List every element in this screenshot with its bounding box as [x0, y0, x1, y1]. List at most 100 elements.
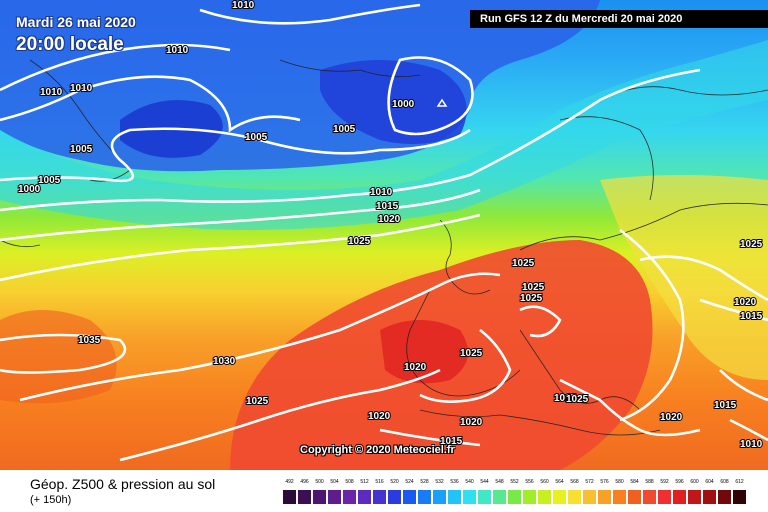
legend-swatch: [328, 490, 341, 504]
legend-cell: 608: [718, 478, 731, 504]
legend-cell: 612: [733, 478, 746, 504]
legend-swatch: [448, 490, 461, 504]
isobar-label: 1020: [378, 214, 401, 225]
isobar-label: 1010: [40, 87, 63, 98]
legend-cell: 516: [373, 478, 386, 504]
legend-label: 544: [480, 479, 489, 485]
legend-label: 576: [600, 479, 609, 485]
legend-swatch: [583, 490, 596, 504]
legend-swatch: [568, 490, 581, 504]
weather-map: 1010 1010 1010 1010 1005 1000 1005 1005 …: [0, 0, 768, 470]
legend-swatch: [628, 490, 641, 504]
run-info: Run GFS 12 Z du Mercredi 20 mai 2020: [470, 10, 768, 28]
isobar-label: 1035: [78, 335, 101, 346]
isobar-label: 1025: [512, 258, 535, 269]
isobar-label: 1025: [460, 348, 483, 359]
legend-swatch: [478, 490, 491, 504]
legend-cell: 600: [688, 478, 701, 504]
legend-swatch: [688, 490, 701, 504]
legend-swatch: [673, 490, 686, 504]
isobar-labels: 1010 1010 1010 1010 1005 1000 1005 1005 …: [17, 0, 764, 451]
legend-swatch: [418, 490, 431, 504]
legend-cell: 580: [613, 478, 626, 504]
legend-label: 548: [495, 479, 504, 485]
legend-cell: 564: [553, 478, 566, 504]
isobar-label: 1010: [70, 83, 93, 94]
legend-swatch: [658, 490, 671, 504]
isobar-label: 1025: [246, 396, 269, 407]
isobar-label: 1020: [660, 412, 683, 423]
isobar-label: 1010: [740, 439, 763, 450]
legend-label: 572: [585, 479, 594, 485]
isobar-label: 1020: [404, 362, 427, 373]
legend-cell: 496: [298, 478, 311, 504]
legend-cell: 568: [568, 478, 581, 504]
legend-label: 592: [660, 479, 669, 485]
legend-cell: 492: [283, 478, 296, 504]
legend-swatch: [463, 490, 476, 504]
legend-label: 556: [525, 479, 534, 485]
isobar-label: 1005: [245, 132, 268, 143]
legend-swatch: [643, 490, 656, 504]
legend-cell: 536: [448, 478, 461, 504]
legend-swatch: [538, 490, 551, 504]
legend-cell: 588: [643, 478, 656, 504]
valid-time: 20:00 locale: [16, 34, 124, 55]
valid-date: Mardi 26 mai 2020: [16, 14, 136, 30]
isobar-label: 1000: [18, 184, 41, 195]
legend-label: 532: [435, 479, 444, 485]
isobar-label: 1015: [376, 201, 399, 212]
coastlines: [0, 59, 768, 436]
copyright: Copyright © 2020 Meteociel.fr: [300, 444, 455, 456]
legend-cell: 596: [673, 478, 686, 504]
legend-label: 496: [300, 479, 309, 485]
legend-label: 504: [330, 479, 339, 485]
lead-time: (+ 150h): [30, 494, 72, 506]
legend-cell: 504: [328, 478, 341, 504]
dark-red-core: [380, 320, 468, 384]
isobar-label: 1015: [740, 311, 763, 322]
legend-cell: 592: [658, 478, 671, 504]
legend-swatch: [523, 490, 536, 504]
isobar-label: 1005: [333, 124, 356, 135]
legend-swatch: [553, 490, 566, 504]
legend-label: 608: [720, 479, 729, 485]
product-title: Géop. Z500 & pression au sol: [30, 476, 216, 492]
legend-cell: 604: [703, 478, 716, 504]
legend-label: 508: [345, 479, 354, 485]
isobar-label: 1025: [740, 239, 763, 250]
geopotential-field: 1010 1010 1010 1010 1005 1000 1005 1005 …: [0, 0, 768, 470]
legend-swatch: [283, 490, 296, 504]
isobar-label: 1015: [554, 393, 577, 404]
legend-label: 552: [510, 479, 519, 485]
legend-swatch: [493, 490, 506, 504]
legend-swatch: [613, 490, 626, 504]
legend-cell: 560: [538, 478, 551, 504]
legend-swatch: [598, 490, 611, 504]
legend-swatch: [718, 490, 731, 504]
legend-cell: 552: [508, 478, 521, 504]
isobar-label: 1005: [70, 144, 93, 155]
legend-swatch: [358, 490, 371, 504]
low-core-east: [320, 60, 467, 144]
legend-swatch: [343, 490, 356, 504]
legend-label: 584: [630, 479, 639, 485]
isobar-label: 1020: [368, 411, 391, 422]
legend-cell: 576: [598, 478, 611, 504]
legend-label: 604: [705, 479, 714, 485]
legend-label: 580: [615, 479, 624, 485]
legend-label: 524: [405, 479, 414, 485]
isobar-label: 1005: [38, 175, 61, 186]
legend-label: 512: [360, 479, 369, 485]
legend-label: 560: [540, 479, 549, 485]
legend-cell: 512: [358, 478, 371, 504]
legend-label: 500: [315, 479, 324, 485]
legend-label: 588: [645, 479, 654, 485]
legend-label: 516: [375, 479, 384, 485]
low-center-marker: [436, 98, 448, 107]
legend-cell: 508: [343, 478, 356, 504]
isobar-label: 1000: [392, 99, 415, 110]
legend-swatch: [403, 490, 416, 504]
isobar-label: 1015: [714, 400, 737, 411]
legend-label: 596: [675, 479, 684, 485]
